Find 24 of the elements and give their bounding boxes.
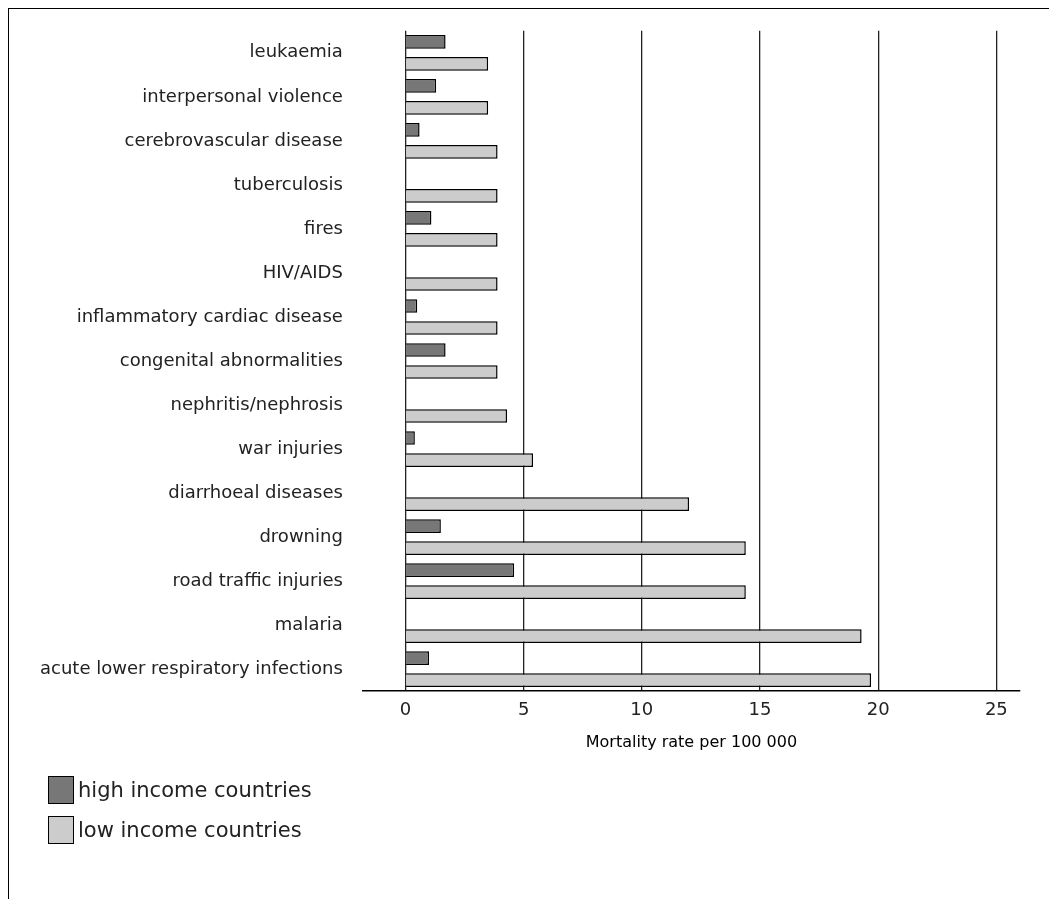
x-axis-title: Mortality rate per 100 000 (585, 731, 798, 751)
x-tick-label: 20 (866, 697, 890, 719)
y-tick-label: nephritis/nephrosis (170, 392, 343, 414)
x-tick-label: 10 (630, 697, 654, 719)
x-tick-label: 0 (399, 697, 412, 719)
y-tick-label: drowning (259, 524, 343, 546)
y-tick-label: diarrhoeal diseases (168, 480, 343, 502)
y-tick-label: war injuries (238, 436, 343, 458)
x-tick-label: 15 (748, 697, 772, 719)
x-tick-label: 25 (984, 697, 1008, 719)
y-tick-label: interpersonal violence (142, 84, 343, 106)
y-tick-label: cerebrovascular disease (124, 128, 343, 150)
y-tick-label: leukaemia (249, 40, 343, 62)
x-tick-label: 5 (517, 697, 530, 719)
y-tick-label: malaria (274, 612, 343, 634)
y-tick-label: tuberculosis (233, 172, 343, 194)
y-tick-label: HIV/AIDS (262, 260, 343, 282)
y-tick-label: acute lower respiratory infections (39, 656, 343, 678)
y-tick-label: inflammatory cardiac disease (76, 304, 343, 326)
legend-label: low income countries (78, 818, 302, 842)
y-tick-label: fires (304, 216, 343, 238)
y-tick-label: road traffic injuries (172, 568, 343, 590)
y-tick-label: congenital abnormalities (119, 348, 343, 370)
legend-label: high income countries (78, 778, 312, 802)
